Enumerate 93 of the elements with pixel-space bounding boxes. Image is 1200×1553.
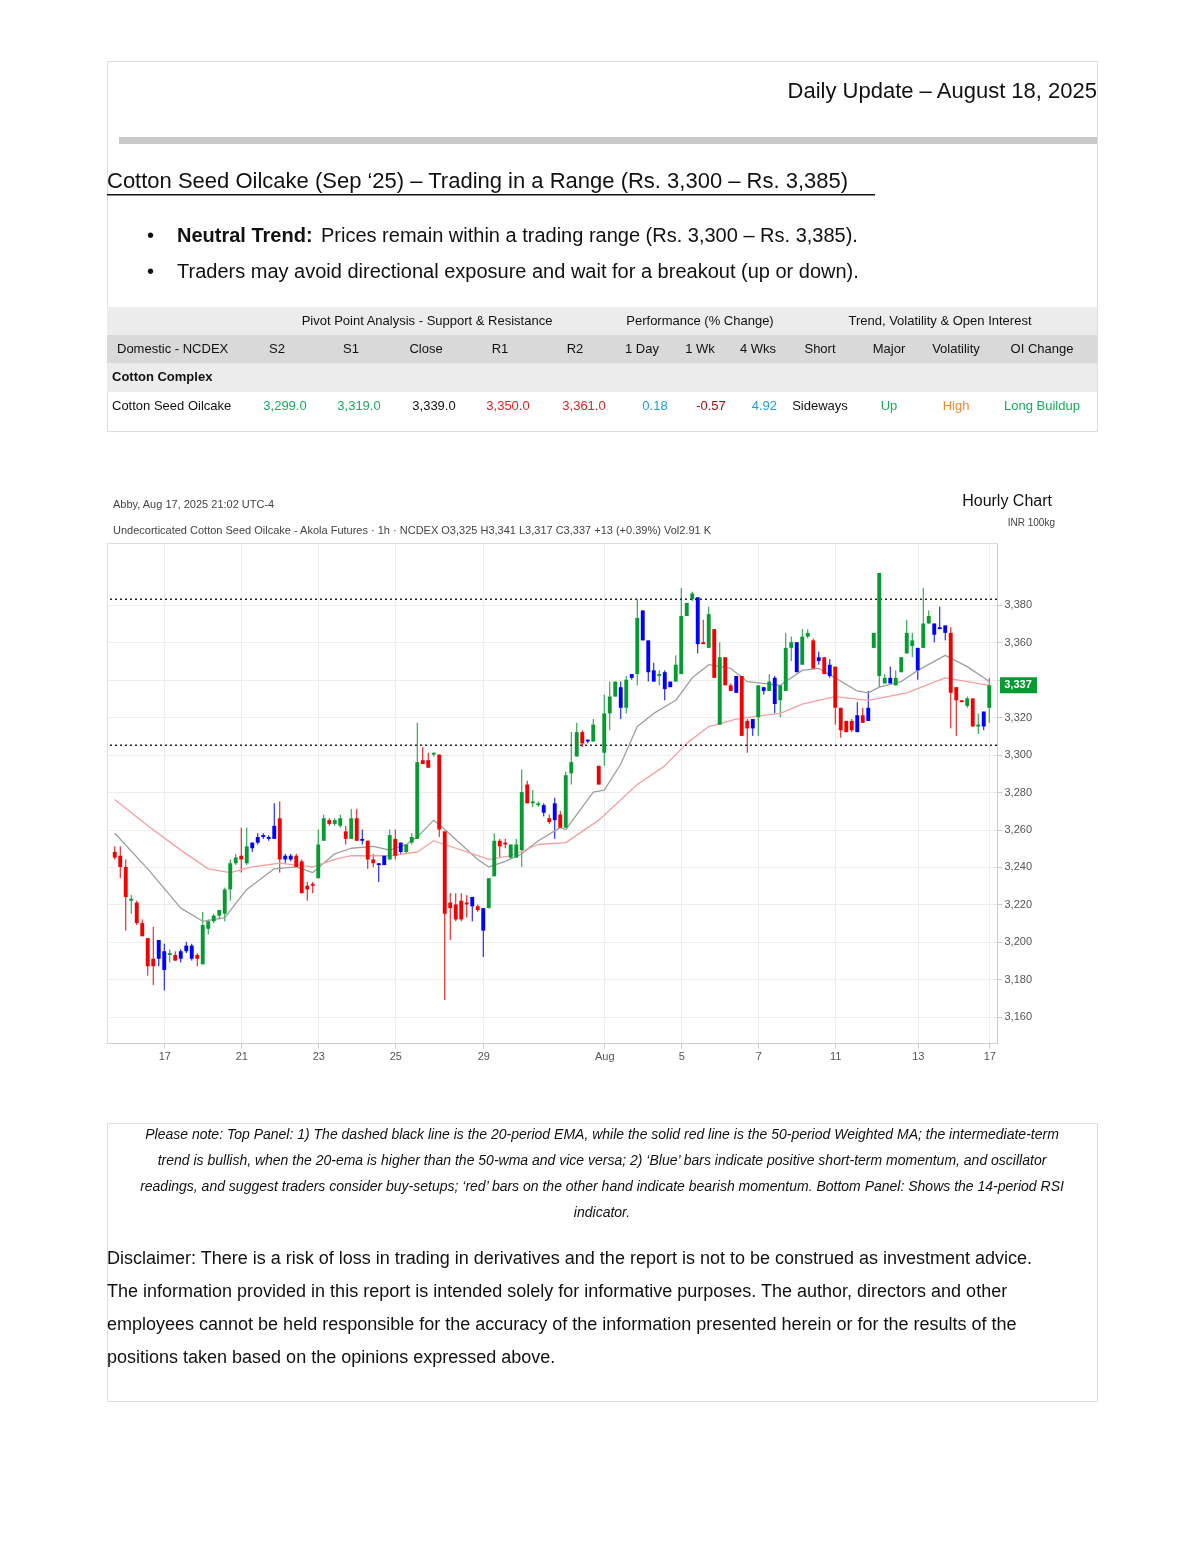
text: R1 [491, 341, 509, 356]
text: Neutral Trend: [177, 224, 313, 246]
x-tick-label: 13 [912, 1049, 925, 1062]
x-tick-label: 17 [983, 1049, 996, 1062]
text: • [147, 260, 155, 282]
x-tick-label: 5 [678, 1049, 685, 1062]
chart-title: Hourly Chart [962, 492, 1053, 509]
x-tick-label: 25 [389, 1049, 402, 1062]
candlestick [789, 636, 794, 662]
text: Sideways [792, 398, 849, 413]
x-tick-label: 23 [312, 1049, 325, 1062]
candlestick [915, 647, 920, 681]
text: Up [880, 398, 898, 413]
text: -0.57 [696, 398, 726, 413]
text: Cotton Seed Oilcake (Sep ‘25) – Trading in a Range (Rs. 3,300 – Rs. 3,385) [107, 168, 849, 193]
y-tick-label: 3,160 [1004, 1010, 1033, 1023]
text: 0.18 [642, 398, 668, 413]
candlestick [569, 731, 574, 786]
line-series [114, 677, 990, 874]
text: 3,339.0 [412, 398, 456, 413]
text: 3,319.0 [337, 398, 381, 413]
text: Prices remain within a trading range (Rs. 3,300 – Rs. 3,385). [321, 224, 858, 246]
candlestick [343, 825, 348, 845]
text: 1 Day [625, 341, 660, 356]
candlestick [987, 677, 992, 724]
text: Please note: Top Panel: 1) The dashed black line is the 20-period EMA, while the solid red line is the 50-period Weighted MA; the intermediate-term trend is bullish, when the 20-ema is higher than the 50-wma and vice versa; 2) ‘Blue’ bars indicate positive short-term momentum, and oscillator readings, and suggest traders consider buy-setups; ‘red’ bars on the other hand indicate bearish momentum. Bottom Panel: Shows the 14-period RSI indicator. [140, 1126, 1064, 1220]
candlestick [321, 814, 326, 842]
candlestick [827, 658, 832, 679]
y-tick-label: 3,320 [1004, 710, 1033, 723]
text: 3,361.0 [562, 398, 606, 413]
text: Major [872, 341, 906, 356]
text: 1 Wk [685, 341, 716, 356]
candlestick [481, 907, 486, 958]
text: • [147, 224, 155, 246]
candlestick [244, 827, 249, 866]
y-axis-title: INR 100kg [1007, 517, 1055, 528]
text: Cotton Seed Oilcake [112, 398, 232, 413]
candlestick [349, 808, 354, 840]
text: Disclaimer: There is a risk of loss in trading in derivatives and the report is not to be construed as investment advice. The information provided in this report is intended solely for informative purposes. The author, directors and other employees cannot be held responsible for the accuracy of the information presented herein or for the results of the positions taken based on the opinions expressed above. [107, 1248, 1033, 1367]
y-tick-label: 3,180 [1004, 972, 1033, 985]
candlestick [855, 701, 860, 733]
candlestick [651, 662, 656, 683]
candlestick [354, 808, 359, 842]
text: Volatility [932, 341, 981, 356]
y-tick-label: 3,360 [1004, 635, 1033, 648]
text: 4 Wks [739, 341, 777, 356]
candlestick [976, 712, 981, 735]
y-tick-label: 3,300 [1004, 748, 1033, 761]
text: Abby, Aug 17, 2025 21:02 UTC-4 [113, 498, 275, 510]
candlestick [470, 896, 475, 922]
y-tick-label: 3,260 [1004, 823, 1033, 836]
x-tick-label: 29 [477, 1049, 490, 1062]
y-tick-label: 3,280 [1004, 785, 1033, 798]
text: Short [804, 341, 836, 356]
candlestick [701, 619, 706, 645]
candlestick [778, 684, 783, 718]
text: 3,350.0 [486, 398, 530, 413]
x-tick-label: 21 [235, 1049, 248, 1062]
chart-subtitle: Undecorticated Cotton Seed Oilcake - Akola Futures · 1h · NCDEX O3,325 H3,341 L3,317 C3,337 +13 (+0.39%) Vol2.91 K [113, 524, 712, 536]
text: S1 [343, 341, 359, 356]
candlestick [607, 681, 612, 731]
text: Cotton Complex [112, 369, 214, 384]
y-tick-label: 3,240 [1004, 860, 1033, 873]
y-tick-label: 3,380 [1004, 598, 1033, 611]
y-tick-label: 3,220 [1004, 897, 1033, 910]
text: Daily Update – August 18, 2025 [787, 78, 1097, 103]
text: Domestic - NCDEX [117, 341, 229, 356]
candlestick [129, 894, 134, 915]
x-tick-label: 17 [158, 1049, 171, 1062]
annotation: 3,337 [1004, 678, 1032, 691]
x-tick-label: 7 [755, 1049, 762, 1062]
text: Long Buildup [1004, 398, 1080, 413]
candlestick [134, 900, 139, 926]
x-tick-label: Aug [594, 1049, 615, 1062]
text: 3,299.0 [263, 398, 307, 413]
candlestick [866, 690, 871, 722]
text: 4.92 [751, 398, 777, 413]
text: S2 [269, 341, 285, 356]
text: Performance (% Change) [626, 313, 774, 328]
candlestick [552, 797, 557, 840]
text: High [942, 398, 970, 413]
text: Close [409, 341, 443, 356]
text: Traders may avoid directional exposure and wait for a breakout (up or down). [177, 260, 859, 282]
candlestick [618, 681, 623, 720]
text: R2 [566, 341, 584, 356]
text: Trend, Volatility & Open Interest [848, 313, 1032, 328]
text: Pivot Point Analysis - Support & Resistance [301, 313, 553, 328]
candlestick [393, 829, 398, 860]
y-tick-label: 3,200 [1004, 935, 1033, 948]
text: OI Change [1010, 341, 1074, 356]
candlestick [591, 718, 596, 742]
candlestick [365, 840, 370, 870]
x-tick-label: 11 [830, 1049, 842, 1062]
